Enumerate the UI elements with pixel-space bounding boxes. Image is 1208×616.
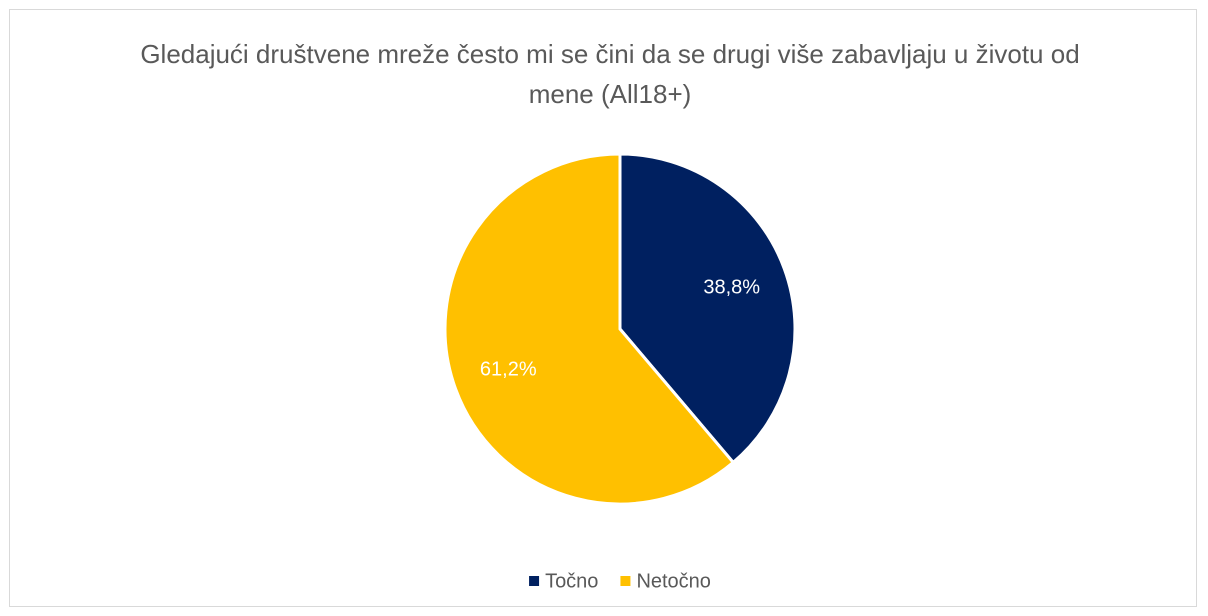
chart-title: Gledajući društvene mreže često mi se či… — [140, 39, 1080, 109]
data-label: 61,2% — [480, 358, 537, 380]
chart-frame — [9, 9, 1197, 607]
legend-swatch — [529, 576, 540, 586]
data-label: 38,8% — [703, 276, 760, 298]
legend-label: Točno — [545, 570, 598, 592]
legend-swatch — [620, 576, 631, 586]
pie-slice — [443, 152, 736, 506]
legend-label: Netočno — [636, 570, 711, 592]
pie-slice — [618, 152, 797, 465]
